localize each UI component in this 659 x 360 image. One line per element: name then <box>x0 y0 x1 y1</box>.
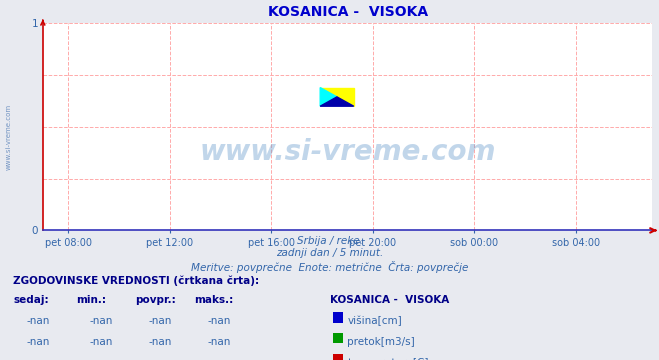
Text: -nan: -nan <box>26 358 50 360</box>
Text: min.:: min.: <box>76 295 106 305</box>
Text: www.si-vreme.com: www.si-vreme.com <box>200 138 496 166</box>
Text: Meritve: povprečne  Enote: metrične  Črta: povprečje: Meritve: povprečne Enote: metrične Črta:… <box>191 261 468 273</box>
Polygon shape <box>320 87 354 106</box>
Text: -nan: -nan <box>208 358 231 360</box>
Text: ZGODOVINSKE VREDNOSTI (črtkana črta):: ZGODOVINSKE VREDNOSTI (črtkana črta): <box>13 275 259 286</box>
Text: -nan: -nan <box>26 337 50 347</box>
Title: KOSANICA -  VISOKA: KOSANICA - VISOKA <box>268 5 428 19</box>
Text: -nan: -nan <box>26 316 50 326</box>
Polygon shape <box>320 87 337 106</box>
Text: -nan: -nan <box>89 358 113 360</box>
Text: -nan: -nan <box>89 337 113 347</box>
Text: -nan: -nan <box>208 337 231 347</box>
Text: pretok[m3/s]: pretok[m3/s] <box>347 337 415 347</box>
Text: -nan: -nan <box>208 316 231 326</box>
Text: zadnji dan / 5 minut.: zadnji dan / 5 minut. <box>276 248 383 258</box>
Text: povpr.:: povpr.: <box>135 295 176 305</box>
Text: www.si-vreme.com: www.si-vreme.com <box>5 104 11 170</box>
Text: maks.:: maks.: <box>194 295 234 305</box>
Text: -nan: -nan <box>148 316 172 326</box>
Text: Srbija / reke.: Srbija / reke. <box>297 236 362 246</box>
Polygon shape <box>320 97 354 106</box>
Text: -nan: -nan <box>89 316 113 326</box>
Text: sedaj:: sedaj: <box>13 295 49 305</box>
Text: KOSANICA -  VISOKA: KOSANICA - VISOKA <box>330 295 449 305</box>
Text: višina[cm]: višina[cm] <box>347 316 402 327</box>
Text: temperatura[C]: temperatura[C] <box>347 358 429 360</box>
Text: -nan: -nan <box>148 337 172 347</box>
Text: -nan: -nan <box>148 358 172 360</box>
